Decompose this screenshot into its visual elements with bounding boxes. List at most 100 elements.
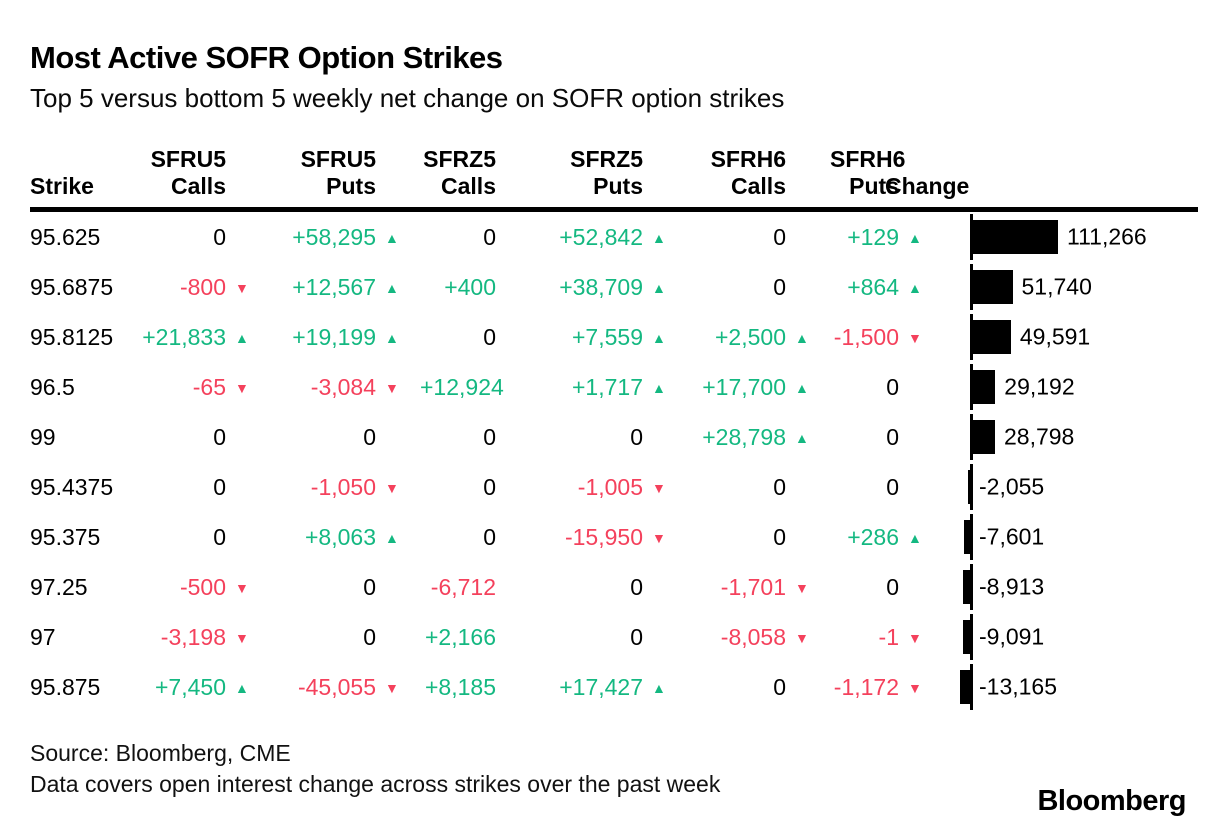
up-arrow-icon: ▲ [385, 229, 399, 246]
net-change-value: 0 [886, 423, 899, 450]
column-header-strike: Strike [30, 173, 120, 200]
net-change-value: -1,005 [577, 473, 643, 500]
page-title: Most Active SOFR Option Strikes [30, 40, 503, 75]
up-arrow-icon: ▲ [652, 229, 666, 246]
net-change-cell: +400 [420, 274, 540, 301]
net-change-cell: -500 ▼ [120, 574, 270, 601]
net-change-cell: 0 [687, 224, 830, 251]
net-change-value: 0 [630, 573, 643, 600]
strike-value: 95.625 [30, 223, 101, 250]
column-header-sfrz5-calls: SFRZ5 Calls [420, 146, 540, 200]
up-arrow-icon: ▲ [795, 329, 809, 346]
net-change-value: +2,166 [425, 623, 496, 650]
change-bar-cell: 28,798 [943, 412, 1211, 462]
net-change-value: 0 [630, 623, 643, 650]
net-change-value: +8,185 [425, 673, 496, 700]
change-bar [973, 370, 996, 405]
page-subtitle: Top 5 versus bottom 5 weekly net change … [30, 83, 785, 113]
net-change-cell: -1,050 ▼ [270, 474, 420, 501]
net-change-value: +21,833 [142, 323, 226, 350]
net-change-cell: +21,833 ▲ [120, 324, 270, 351]
net-change-value: 0 [363, 573, 376, 600]
change-bar [973, 270, 1013, 305]
column-header-sfru5-calls: SFRU5 Calls [120, 146, 270, 200]
net-change-value: -3,198 [160, 623, 226, 650]
down-arrow-icon: ▼ [795, 629, 809, 646]
net-change-value: +12,924 [420, 373, 504, 400]
net-change-value: 0 [483, 423, 496, 450]
column-header-line2: Puts [849, 173, 899, 200]
up-arrow-icon: ▲ [652, 379, 666, 396]
strike-value: 95.875 [30, 673, 101, 700]
change-total-value: 51,740 [1021, 273, 1092, 300]
net-change-value: 0 [363, 623, 376, 650]
column-header-sfru5-puts: SFRU5 Puts [270, 146, 420, 200]
down-arrow-icon: ▼ [235, 629, 249, 646]
change-bar [963, 620, 970, 655]
net-change-value: +2,500 [715, 323, 786, 350]
net-change-cell: -1,172 ▼ [830, 674, 943, 701]
bar-baseline-tick [970, 514, 973, 561]
net-change-value: 0 [886, 473, 899, 500]
net-change-value: +7,450 [155, 673, 226, 700]
table-row: 95.6875 -800 ▼ +12,567 ▲ +400 +38,709 ▲ 0 +864 ▲ 51… [30, 262, 1198, 312]
net-change-cell: -8,058 ▼ [687, 624, 830, 651]
table-header-row: Strike SFRU5 Calls SFRU5 Puts SFRZ5 Call… [30, 146, 1198, 200]
net-change-cell: 0 [120, 424, 270, 451]
net-change-cell: +28,798 ▲ [687, 424, 830, 451]
change-total-value: -7,601 [979, 523, 1045, 550]
column-header-sfrh6-puts: SFRH6 Puts [830, 146, 943, 200]
net-change-value: +7,559 [572, 323, 643, 350]
change-total-value: -8,913 [979, 573, 1045, 600]
net-change-value: 0 [886, 373, 899, 400]
net-change-value: 0 [213, 473, 226, 500]
change-bar [973, 220, 1058, 255]
up-arrow-icon: ▲ [795, 379, 809, 396]
net-change-value: 0 [483, 323, 496, 350]
up-arrow-icon: ▲ [795, 429, 809, 446]
net-change-cell: 0 [420, 474, 540, 501]
change-total-value: -13,165 [979, 673, 1058, 700]
change-bar [973, 320, 1011, 355]
net-change-cell: +129 ▲ [830, 224, 943, 251]
change-bar-cell: 29,192 [943, 362, 1211, 412]
net-change-value: -1,701 [720, 573, 786, 600]
column-header-sfrz5-puts: SFRZ5 Puts [540, 146, 687, 200]
column-header-change: Change [885, 173, 1153, 200]
net-change-cell: 0 [830, 374, 943, 401]
net-change-cell: 0 [270, 624, 420, 651]
net-change-cell: -6,712 [420, 574, 540, 601]
net-change-value: -15,950 [564, 523, 643, 550]
net-change-cell: +2,166 [420, 624, 540, 651]
bar-baseline-tick [970, 664, 973, 711]
column-header-line2: Calls [171, 173, 226, 200]
net-change-value: -500 [179, 573, 226, 600]
net-change-value: 0 [363, 423, 376, 450]
table-row: 95.8125 +21,833 ▲ +19,199 ▲ 0 +7,559 ▲ +2,500 ▲ -1… [30, 312, 1198, 362]
net-change-cell: -1,500 ▼ [830, 324, 943, 351]
net-change-cell: 0 [687, 274, 830, 301]
column-header-line1: SFRU5 [150, 146, 226, 173]
net-change-cell: -15,950 ▼ [540, 524, 687, 551]
net-change-cell: 0 [540, 574, 687, 601]
column-header-line2: Change [885, 173, 970, 200]
net-change-value: +38,709 [559, 273, 643, 300]
net-change-cell: 0 [540, 424, 687, 451]
bar-baseline-tick [970, 364, 973, 411]
net-change-value: 0 [630, 423, 643, 450]
change-bar-cell: -8,913 [943, 562, 1211, 612]
column-header-sfrh6-calls: SFRH6 Calls [687, 146, 830, 200]
footer: Source: Bloomberg, CME Data covers open … [30, 738, 1198, 800]
net-change-cell: 0 [120, 474, 270, 501]
down-arrow-icon: ▼ [652, 479, 666, 496]
net-change-cell: +7,450 ▲ [120, 674, 270, 701]
bloomberg-logo: Bloomberg [1037, 785, 1186, 817]
down-arrow-icon: ▼ [908, 329, 922, 346]
down-arrow-icon: ▼ [795, 579, 809, 596]
net-change-value: 0 [773, 273, 786, 300]
net-change-value: 0 [483, 523, 496, 550]
net-change-value: +17,700 [702, 373, 786, 400]
net-change-cell: +52,842 ▲ [540, 224, 687, 251]
net-change-value: +286 [847, 523, 899, 550]
